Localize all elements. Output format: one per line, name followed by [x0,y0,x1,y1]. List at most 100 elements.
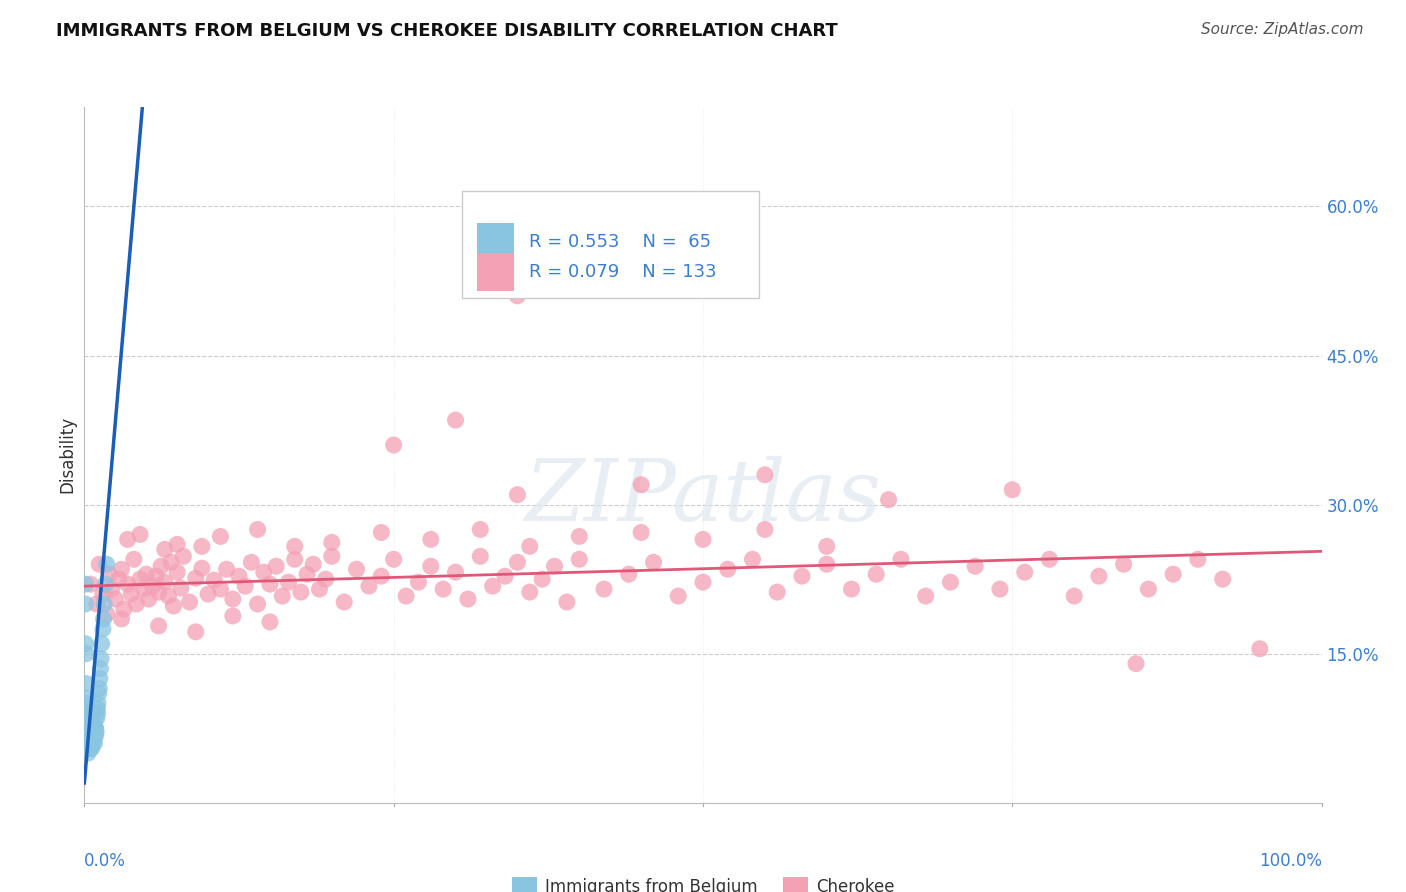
Point [145,569,167,583]
Point [630,477,652,491]
Point [75,716,97,731]
Point [321,535,343,549]
Point [988,582,1011,596]
Point [890,552,912,566]
Point [77,731,100,746]
Point [77,746,100,760]
Point [82,731,104,746]
Point [1161,567,1184,582]
Point [593,582,616,596]
Point [82,726,104,740]
Text: Source: ZipAtlas.com: Source: ZipAtlas.com [1201,22,1364,37]
Point [96,558,118,572]
Point [1212,572,1234,586]
Point [1112,558,1135,572]
Point [382,552,405,566]
Point [80,721,103,735]
Point [1014,565,1036,579]
Point [717,562,740,576]
Text: R = 0.079    N = 133: R = 0.079 N = 133 [529,263,716,281]
Point [80,741,103,756]
Point [84,721,107,735]
Point [370,525,392,540]
Point [76,741,98,756]
Bar [477,223,513,261]
Point [166,537,188,551]
Point [90,637,112,651]
Point [87,706,110,721]
Point [228,569,250,583]
Point [543,559,565,574]
Point [148,619,170,633]
Point [184,571,207,585]
Point [75,637,97,651]
Point [815,558,838,572]
Point [271,589,294,603]
Point [197,587,219,601]
Point [77,721,100,735]
Point [100,582,122,596]
Point [150,559,173,574]
Point [138,592,160,607]
Point [470,523,492,537]
Point [76,716,98,731]
Point [77,706,100,721]
Point [630,525,652,540]
Point [75,647,97,661]
Point [75,597,97,611]
Point [172,549,194,564]
Point [240,555,263,569]
Point [506,488,529,502]
Point [153,575,176,590]
Point [75,577,97,591]
Text: R = 0.553    N =  65: R = 0.553 N = 65 [529,234,710,252]
Point [1125,657,1147,671]
Point [86,701,108,715]
Point [93,597,115,611]
Point [444,565,467,579]
Point [914,589,936,603]
Point [112,602,135,616]
Point [1187,552,1209,566]
Point [264,559,287,574]
Point [86,597,108,611]
Point [153,542,176,557]
Point [87,686,110,700]
Point [79,741,101,756]
Point [76,736,98,750]
Point [141,579,163,593]
Point [259,615,281,629]
Point [790,569,813,583]
Point [1249,641,1271,656]
Point [82,736,104,750]
Point [222,609,245,624]
Text: 100.0%: 100.0% [1258,852,1322,870]
Point [519,585,541,599]
Point [370,569,392,583]
Point [215,562,238,576]
Point [108,572,131,586]
Point [83,721,105,735]
Point [79,721,101,735]
Point [457,592,479,607]
Point [76,731,98,746]
Y-axis label: Disability: Disability [58,417,76,493]
Legend: Immigrants from Belgium, Cherokee: Immigrants from Belgium, Cherokee [505,871,901,892]
Point [89,681,111,696]
Point [157,589,180,603]
Point [79,716,101,731]
Point [284,540,307,554]
Point [253,565,276,579]
Point [148,585,170,599]
Point [170,581,193,595]
Point [96,607,118,621]
Point [754,467,776,482]
Point [117,577,139,591]
Point [91,587,114,601]
Point [83,716,105,731]
Point [333,595,356,609]
Point [277,575,299,590]
Point [284,552,307,566]
Point [122,552,145,566]
Point [308,582,330,596]
